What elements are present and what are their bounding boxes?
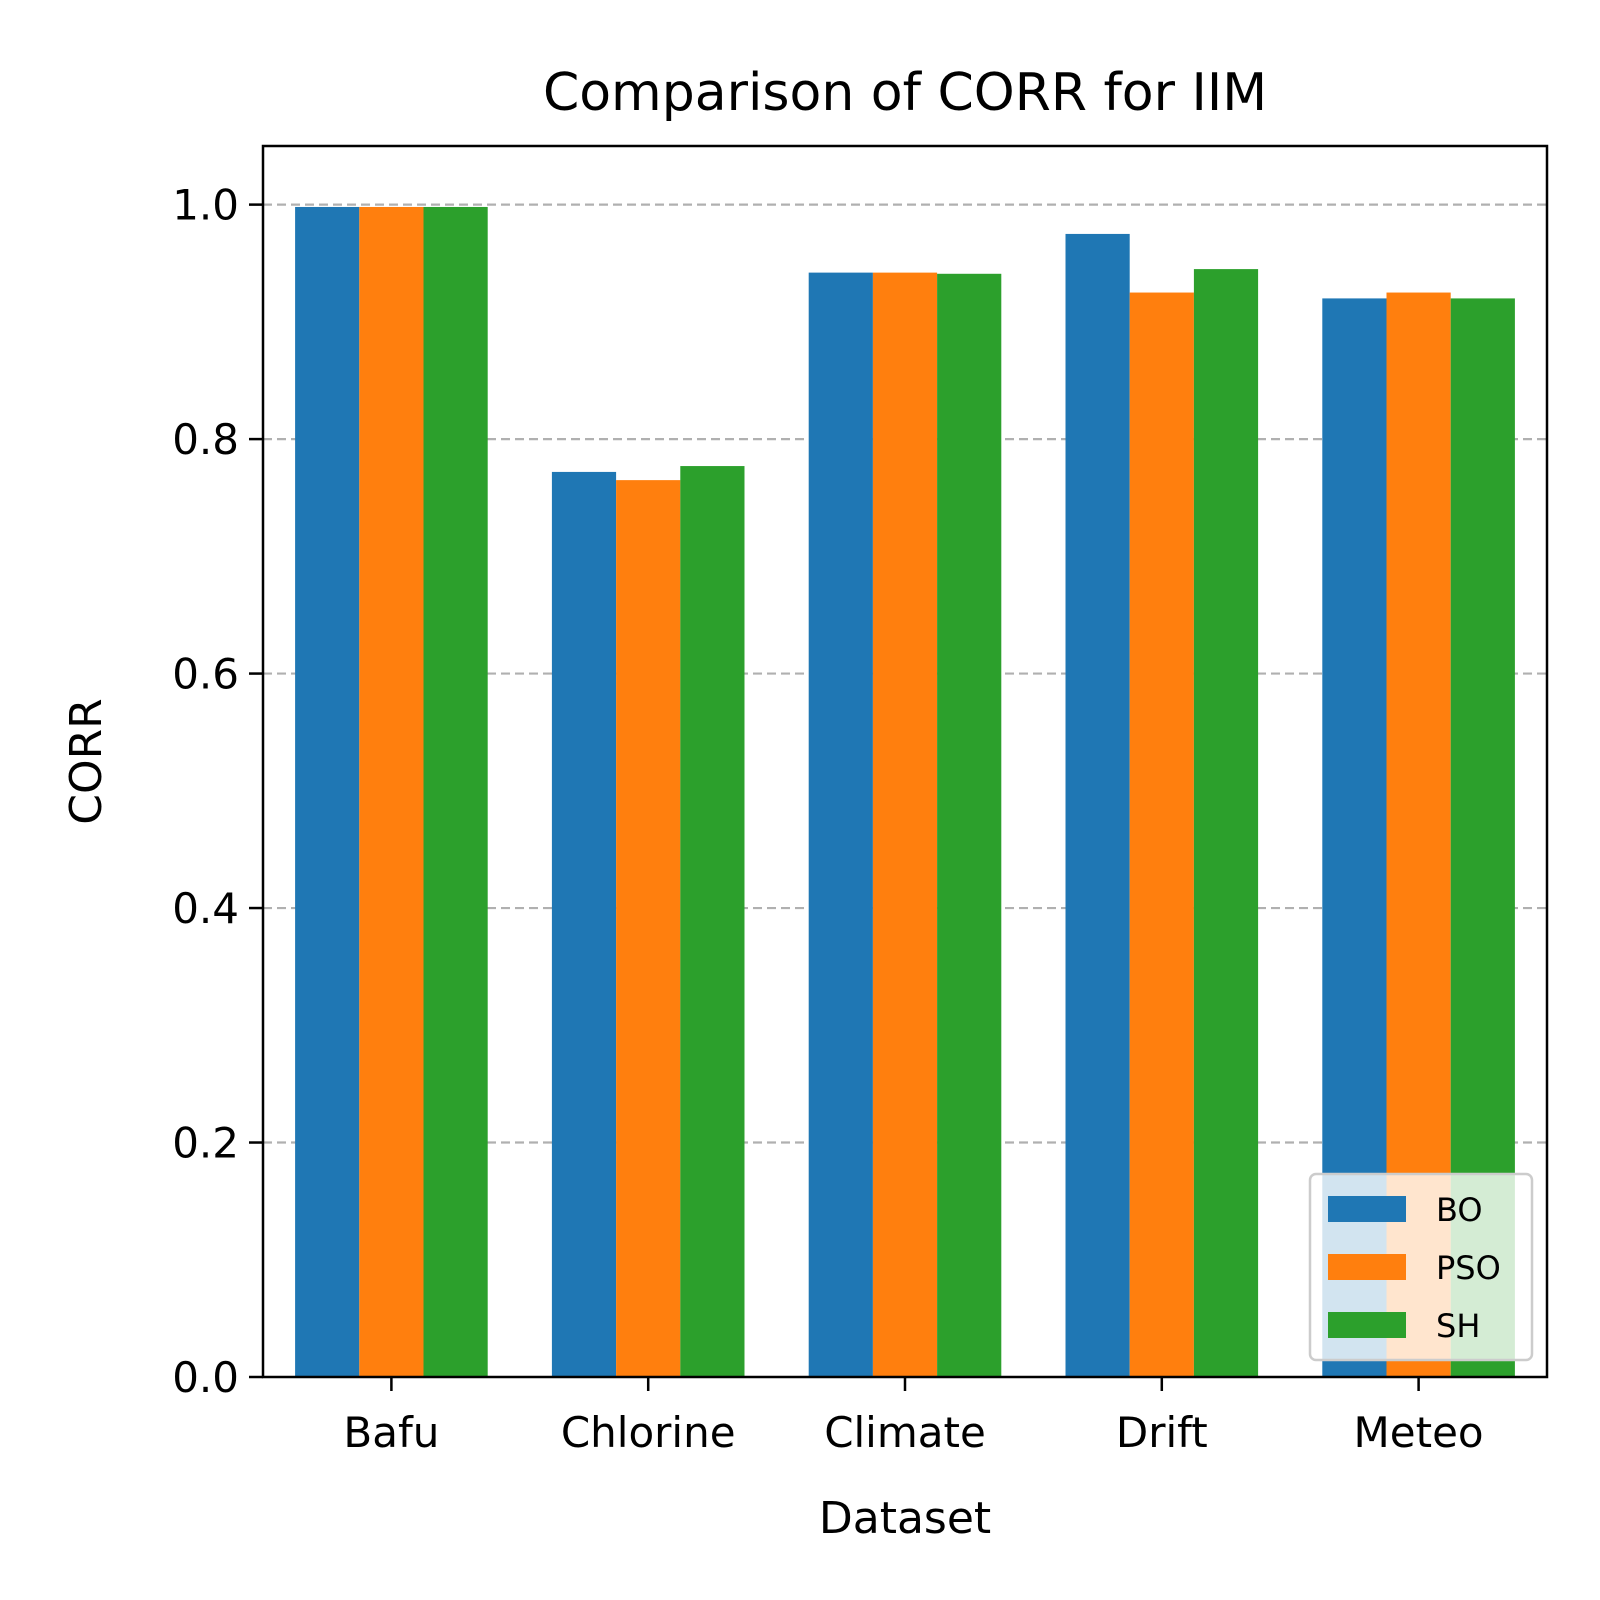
legend-label-bo: BO — [1436, 1191, 1483, 1229]
x-tick-label: Bafu — [343, 1408, 439, 1457]
y-tick-label: 0.8 — [172, 415, 239, 464]
y-tick-label: 1.0 — [172, 181, 239, 230]
bar-bo-bafu — [295, 206, 360, 1377]
bar-bo-drift — [1065, 233, 1130, 1377]
bar-sh-chlorine — [680, 466, 745, 1377]
x-tick-label: Drift — [1116, 1408, 1208, 1457]
y-tick-label: 0.0 — [172, 1353, 239, 1402]
bar-sh-climate — [937, 273, 1002, 1377]
y-axis-label: CORR — [61, 698, 112, 825]
legend-swatch-bo — [1328, 1196, 1406, 1222]
x-axis-label: Dataset — [819, 1493, 991, 1544]
x-tick-label: Chlorine — [561, 1408, 736, 1457]
legend-label-sh: SH — [1436, 1307, 1480, 1345]
y-tick-label: 0.4 — [172, 884, 239, 933]
legend-swatch-pso — [1328, 1254, 1406, 1280]
legend-label-pso: PSO — [1436, 1249, 1501, 1287]
x-tick-label: Climate — [824, 1408, 986, 1457]
bar-pso-chlorine — [616, 480, 681, 1378]
bar-pso-bafu — [359, 206, 424, 1377]
y-tick-label: 0.6 — [172, 650, 239, 699]
bars — [295, 206, 1515, 1378]
bar-pso-climate — [872, 272, 938, 1377]
y-axis-ticks: 0.0 0.2 0.4 0.6 0.8 1.0 — [172, 181, 263, 1402]
bar-sh-drift — [1193, 269, 1259, 1378]
y-tick-label: 0.2 — [172, 1119, 239, 1168]
bar-sh-bafu — [423, 206, 488, 1377]
bar-bo-climate — [808, 272, 873, 1377]
x-axis-ticks: Bafu Chlorine Climate Drift Meteo — [343, 1377, 1484, 1457]
legend: BO PSO SH — [1308, 1172, 1534, 1362]
legend-swatch-sh — [1328, 1312, 1406, 1338]
bar-bo-chlorine — [551, 471, 617, 1378]
chart-title: Comparison of CORR for IIM — [543, 63, 1267, 123]
bar-pso-drift — [1129, 292, 1194, 1377]
x-tick-label: Meteo — [1354, 1408, 1484, 1457]
